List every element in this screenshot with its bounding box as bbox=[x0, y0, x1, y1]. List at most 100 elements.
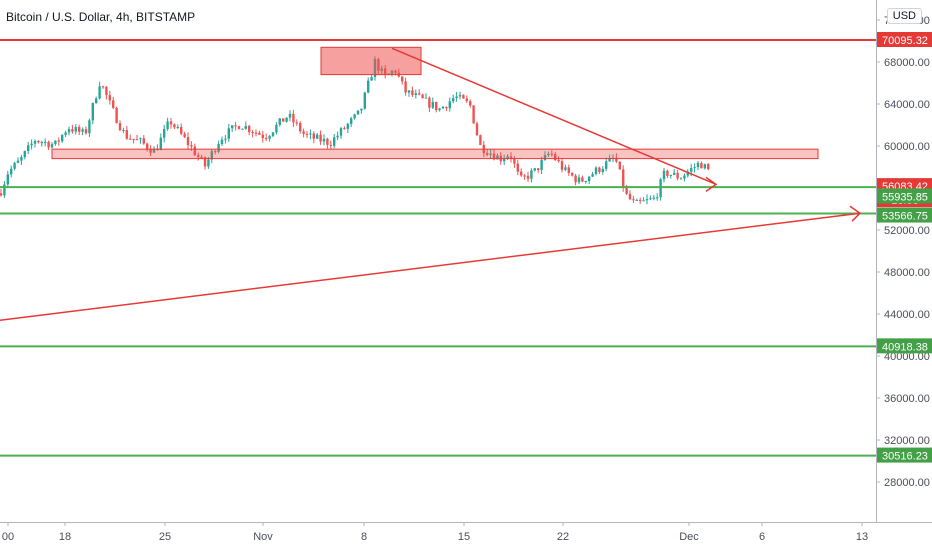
x-tick-label: 6 bbox=[759, 531, 765, 543]
candle-body bbox=[472, 105, 475, 124]
candle-body bbox=[506, 156, 509, 159]
candle-body bbox=[605, 161, 608, 169]
candle-body bbox=[418, 93, 421, 95]
price-tag bbox=[877, 447, 932, 463]
candle-body bbox=[105, 86, 108, 96]
x-tick-label: 00 bbox=[2, 531, 14, 543]
candle-body bbox=[132, 138, 135, 140]
candle-body bbox=[577, 177, 581, 183]
candles bbox=[0, 56, 710, 205]
x-tick-label: 18 bbox=[59, 531, 71, 543]
candle-body bbox=[50, 144, 54, 148]
x-tick-label: 25 bbox=[159, 531, 171, 543]
candle-body bbox=[554, 154, 557, 160]
candle-body bbox=[122, 129, 125, 131]
candle-body bbox=[588, 176, 591, 182]
candle-body bbox=[292, 113, 295, 123]
currency-button[interactable]: USD bbox=[886, 8, 922, 24]
candle-body bbox=[285, 117, 288, 122]
y-tick-label: 28000.00 bbox=[884, 477, 930, 489]
candle-body bbox=[275, 124, 278, 133]
candle-body bbox=[693, 167, 696, 169]
x-tick-label: 15 bbox=[458, 531, 470, 543]
price-tag bbox=[877, 188, 932, 204]
candle-body bbox=[135, 139, 139, 141]
candle-body bbox=[251, 132, 254, 134]
candle-body bbox=[146, 143, 149, 149]
uptrend-arrowhead bbox=[849, 205, 862, 222]
candle-body bbox=[159, 137, 162, 151]
y-tick-label: 64000.00 bbox=[884, 99, 930, 111]
y-tick-label: 40000.00 bbox=[884, 351, 930, 363]
candle-body bbox=[404, 81, 407, 93]
price-tag-label: 30516.23 bbox=[882, 451, 928, 463]
candle-body bbox=[489, 153, 492, 155]
candle-body bbox=[537, 168, 540, 171]
candle-body bbox=[543, 155, 547, 160]
candle-body bbox=[513, 158, 516, 164]
candle-body bbox=[421, 94, 424, 99]
candle-body bbox=[652, 197, 655, 199]
candle-body bbox=[152, 148, 156, 153]
candle-body bbox=[676, 172, 679, 179]
candle-body bbox=[452, 98, 455, 102]
candle-body bbox=[438, 108, 441, 111]
candle-body bbox=[649, 198, 652, 200]
uptrend-line bbox=[0, 212, 861, 322]
candle-body bbox=[673, 172, 676, 175]
candle-body bbox=[299, 123, 302, 132]
candle-body bbox=[642, 200, 645, 202]
y-tick-label: 60000.00 bbox=[884, 141, 930, 153]
candle-body bbox=[353, 114, 356, 119]
candle-body bbox=[203, 157, 207, 167]
x-tick-label: 22 bbox=[557, 531, 569, 543]
candle-body bbox=[503, 158, 506, 162]
x-tick-label: Dec bbox=[679, 531, 699, 543]
candle-body bbox=[486, 153, 489, 155]
candle-body bbox=[282, 118, 285, 122]
candle-body bbox=[662, 170, 666, 180]
candle-body bbox=[322, 138, 326, 142]
y-tick-label: 36000.00 bbox=[884, 393, 930, 405]
candle-body bbox=[628, 193, 632, 200]
candle-body bbox=[23, 151, 26, 158]
candle-body bbox=[0, 193, 3, 196]
candle-body bbox=[465, 98, 468, 102]
candle-body bbox=[431, 101, 434, 108]
candle-body bbox=[533, 168, 536, 171]
downtrend-arrowhead bbox=[705, 176, 718, 192]
candle-body bbox=[16, 160, 20, 163]
candle-body bbox=[316, 134, 319, 139]
candle-body bbox=[139, 138, 142, 140]
candle-body bbox=[411, 90, 414, 96]
candle-body bbox=[618, 161, 621, 170]
candle-body bbox=[591, 174, 594, 177]
candle-body bbox=[254, 132, 258, 134]
candle-body bbox=[346, 123, 349, 129]
candle-body bbox=[683, 175, 686, 179]
y-tick-label: 32000.00 bbox=[884, 435, 930, 447]
candle-body bbox=[169, 121, 173, 125]
downtrend-line bbox=[391, 47, 717, 186]
candle-body bbox=[625, 187, 628, 194]
candle-body bbox=[707, 164, 710, 169]
candle-body bbox=[492, 153, 496, 160]
candle-body bbox=[231, 125, 234, 129]
candle-body bbox=[547, 153, 550, 156]
candle-body bbox=[288, 113, 292, 118]
candle-body bbox=[241, 128, 244, 130]
candle-body bbox=[622, 169, 625, 188]
candle-body bbox=[61, 134, 64, 142]
candle-body bbox=[584, 181, 587, 183]
candle-body bbox=[258, 132, 261, 135]
candle-body bbox=[635, 199, 638, 201]
candle-body bbox=[656, 197, 659, 199]
candle-body bbox=[363, 92, 366, 109]
candle-body bbox=[445, 106, 448, 109]
candle-body bbox=[207, 159, 210, 167]
price-tag-label: 53566.75 bbox=[882, 211, 928, 223]
candle-body bbox=[329, 144, 332, 146]
candle-body bbox=[367, 80, 370, 93]
candle-body bbox=[64, 132, 67, 135]
